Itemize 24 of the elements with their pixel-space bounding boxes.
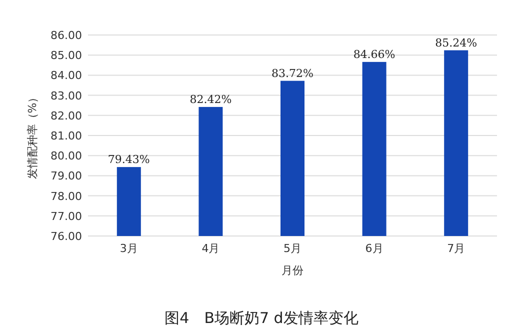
text: 图4 B场断奶7 d发情率变化 (164, 309, 358, 327)
x-tick-label: 6月 (365, 242, 384, 255)
data-label: 83.72% (272, 66, 314, 80)
y-tick-label: 77.00 (50, 210, 82, 223)
y-tick-label: 78.00 (50, 190, 82, 203)
y-tick-label: 84.00 (50, 69, 82, 82)
y-tick-label: 81.00 (50, 130, 82, 142)
data-label: 84.66% (353, 48, 396, 61)
x-axis-title: 月份 (282, 264, 304, 277)
x-tick-label: 7月 (447, 242, 466, 255)
data-label: 82.42% (190, 92, 232, 106)
data-label: 85.24% (435, 36, 478, 50)
y-tick-label: 79.00 (50, 170, 82, 183)
y-tick-label: 83.00 (50, 89, 82, 102)
x-tick-label: 5月 (284, 242, 302, 255)
y-tick-label: 82.00 (50, 109, 82, 122)
y-axis-title: 发情配种率（%） (26, 92, 39, 180)
y-tick-label: 80.00 (50, 150, 82, 163)
data-label: 79.43% (108, 153, 150, 166)
y-tick-label: 76.00 (50, 230, 82, 243)
y-tick-label: 85.00 (50, 49, 82, 62)
x-tick-label: 4月 (202, 242, 220, 255)
x-tick-label: 3月 (120, 242, 138, 255)
y-tick-label: 86.00 (50, 29, 82, 42)
